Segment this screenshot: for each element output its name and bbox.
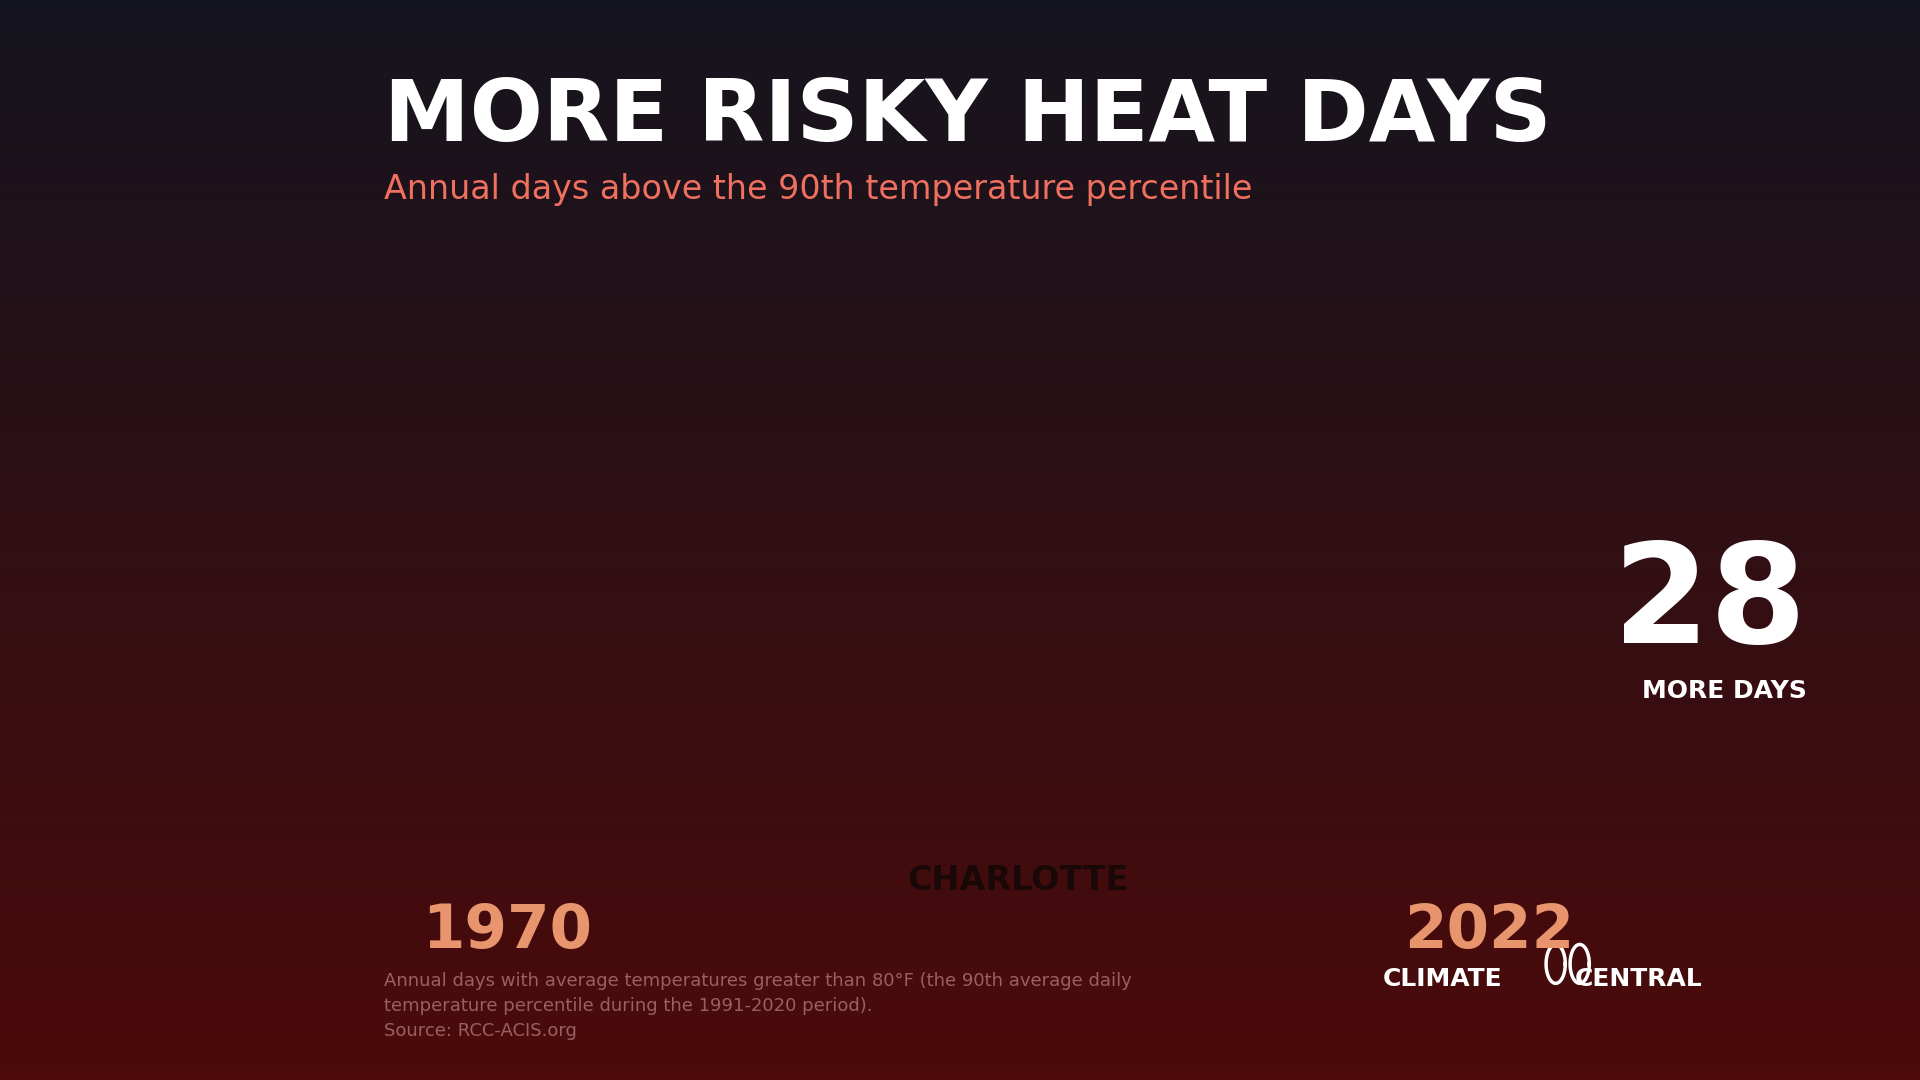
Text: 28: 28 <box>1613 537 1807 672</box>
Text: CHARLOTTE: CHARLOTTE <box>906 864 1129 897</box>
Text: CLIMATE: CLIMATE <box>1382 967 1501 990</box>
Text: MORE DAYS: MORE DAYS <box>1642 679 1807 703</box>
Text: MORE RISKY HEAT DAYS: MORE RISKY HEAT DAYS <box>384 76 1551 159</box>
Text: CENTRAL: CENTRAL <box>1574 967 1703 990</box>
Text: 2022: 2022 <box>1404 902 1574 961</box>
Text: Annual days with average temperatures greater than 80°F (the 90th average daily
: Annual days with average temperatures gr… <box>384 972 1133 1040</box>
Text: 1970: 1970 <box>422 902 593 961</box>
Text: Annual days above the 90th temperature percentile: Annual days above the 90th temperature p… <box>384 173 1252 206</box>
